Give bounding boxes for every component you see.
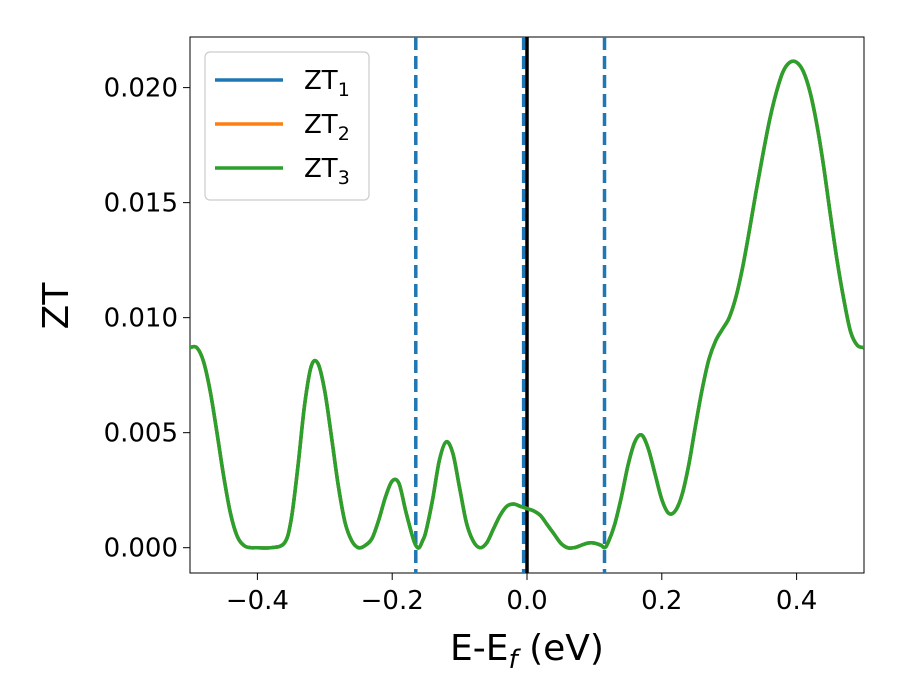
x-tick-label: −0.2 [361,586,424,616]
y-axis-label: ZT [36,282,77,330]
x-tick-label: −0.4 [226,586,289,616]
y-tick-label: 0.015 [104,189,178,219]
x-tick-label: 0.4 [776,586,817,616]
y-tick-label: 0.000 [104,534,178,564]
x-tick-label: 0.0 [506,586,547,616]
y-tick-label: 0.005 [104,419,178,449]
legend-label-3: ZT3 [304,154,350,189]
legend-label-1: ZT1 [304,66,350,101]
x-tick-label: 0.2 [641,586,682,616]
x-axis-label: E-Ef (eV) [450,628,604,675]
legend-box [204,51,370,201]
series-line-3 [190,59,864,550]
vertical-reference-lines [414,37,607,573]
axis-ticks: −0.4 −0.2 0.0 0.2 0.4 0.000 0.005 0.010 0.015 0.0… [104,74,818,616]
y-tick-label: 0.010 [104,304,178,334]
legend: ZT1 ZT2 ZT3 [204,51,370,201]
series-lines [190,59,864,550]
y-tick-label: 0.020 [104,74,178,104]
legend-label-2: ZT2 [304,110,350,145]
